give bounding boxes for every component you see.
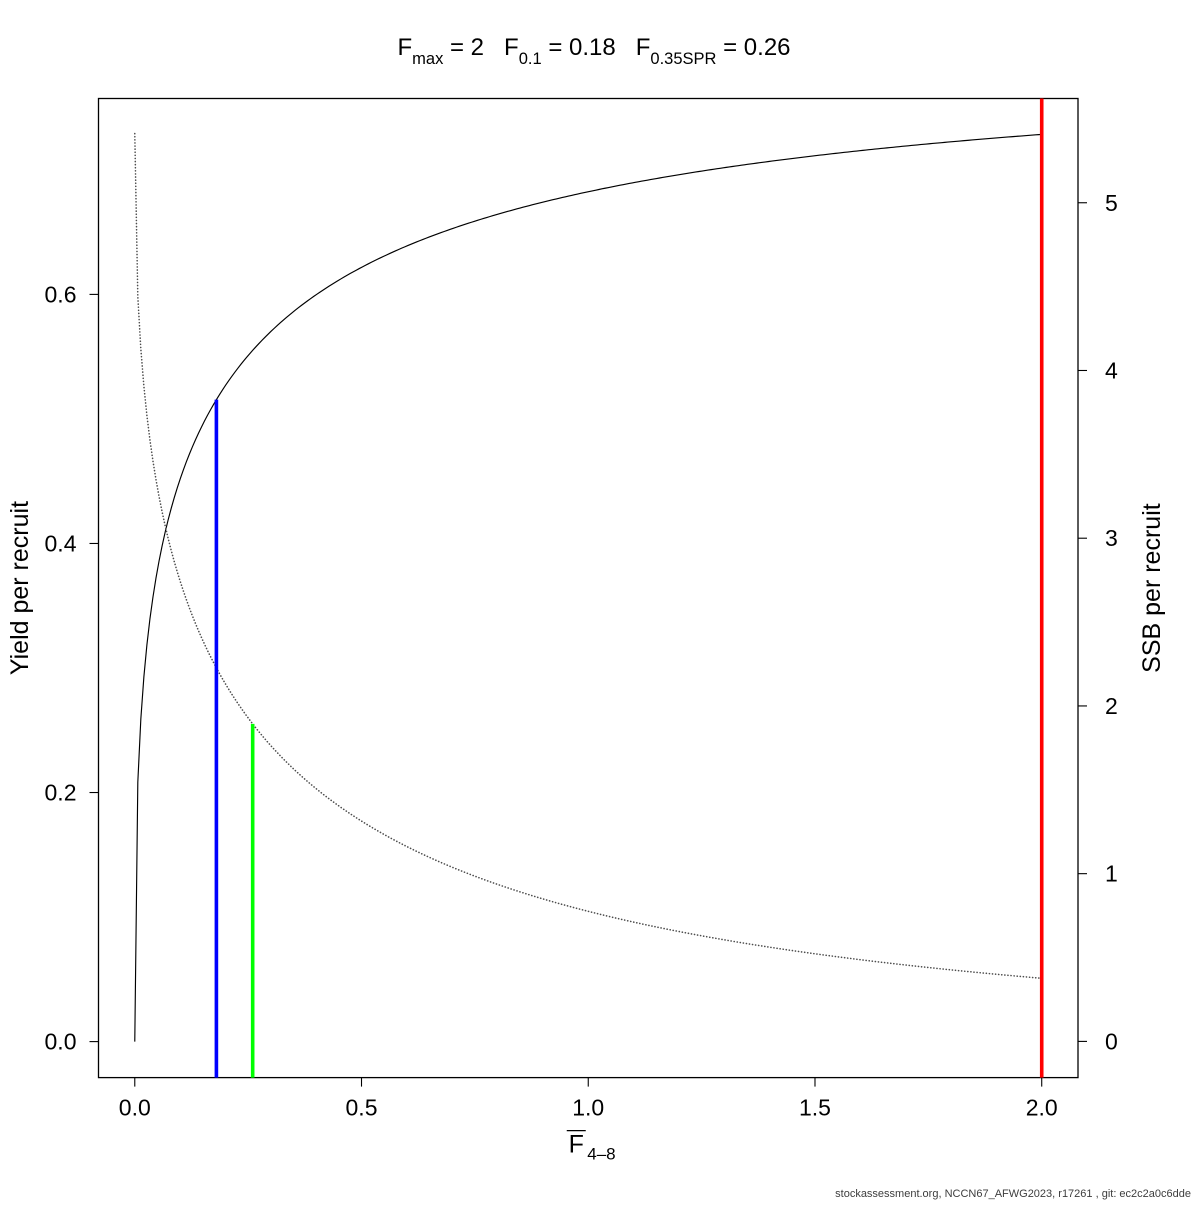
svg-text:stockassessment.org, NCCN67_AF: stockassessment.org, NCCN67_AFWG2023, r1… bbox=[835, 1188, 1191, 1200]
svg-text:0.4: 0.4 bbox=[45, 530, 77, 556]
svg-text:3: 3 bbox=[1105, 525, 1118, 551]
svg-text:0.6: 0.6 bbox=[45, 281, 77, 307]
svg-text:4–8: 4–8 bbox=[587, 1145, 615, 1164]
svg-text:1: 1 bbox=[1105, 861, 1118, 887]
svg-text:5: 5 bbox=[1105, 190, 1118, 216]
svg-text:1.5: 1.5 bbox=[799, 1095, 831, 1121]
svg-text:SSB per recruit: SSB per recruit bbox=[1138, 503, 1166, 673]
svg-text:0: 0 bbox=[1105, 1028, 1118, 1054]
svg-text:2: 2 bbox=[1105, 693, 1118, 719]
svg-text:0.5: 0.5 bbox=[346, 1095, 378, 1121]
svg-text:Yield per recruit: Yield per recruit bbox=[6, 501, 34, 675]
svg-text:4: 4 bbox=[1105, 357, 1118, 383]
svg-text:2.0: 2.0 bbox=[1026, 1095, 1058, 1121]
svg-text:F: F bbox=[569, 1131, 584, 1159]
svg-text:1.0: 1.0 bbox=[572, 1095, 604, 1121]
svg-text:0.0: 0.0 bbox=[119, 1095, 151, 1121]
svg-text:0.0: 0.0 bbox=[45, 1029, 77, 1055]
svg-text:0.2: 0.2 bbox=[45, 780, 77, 806]
